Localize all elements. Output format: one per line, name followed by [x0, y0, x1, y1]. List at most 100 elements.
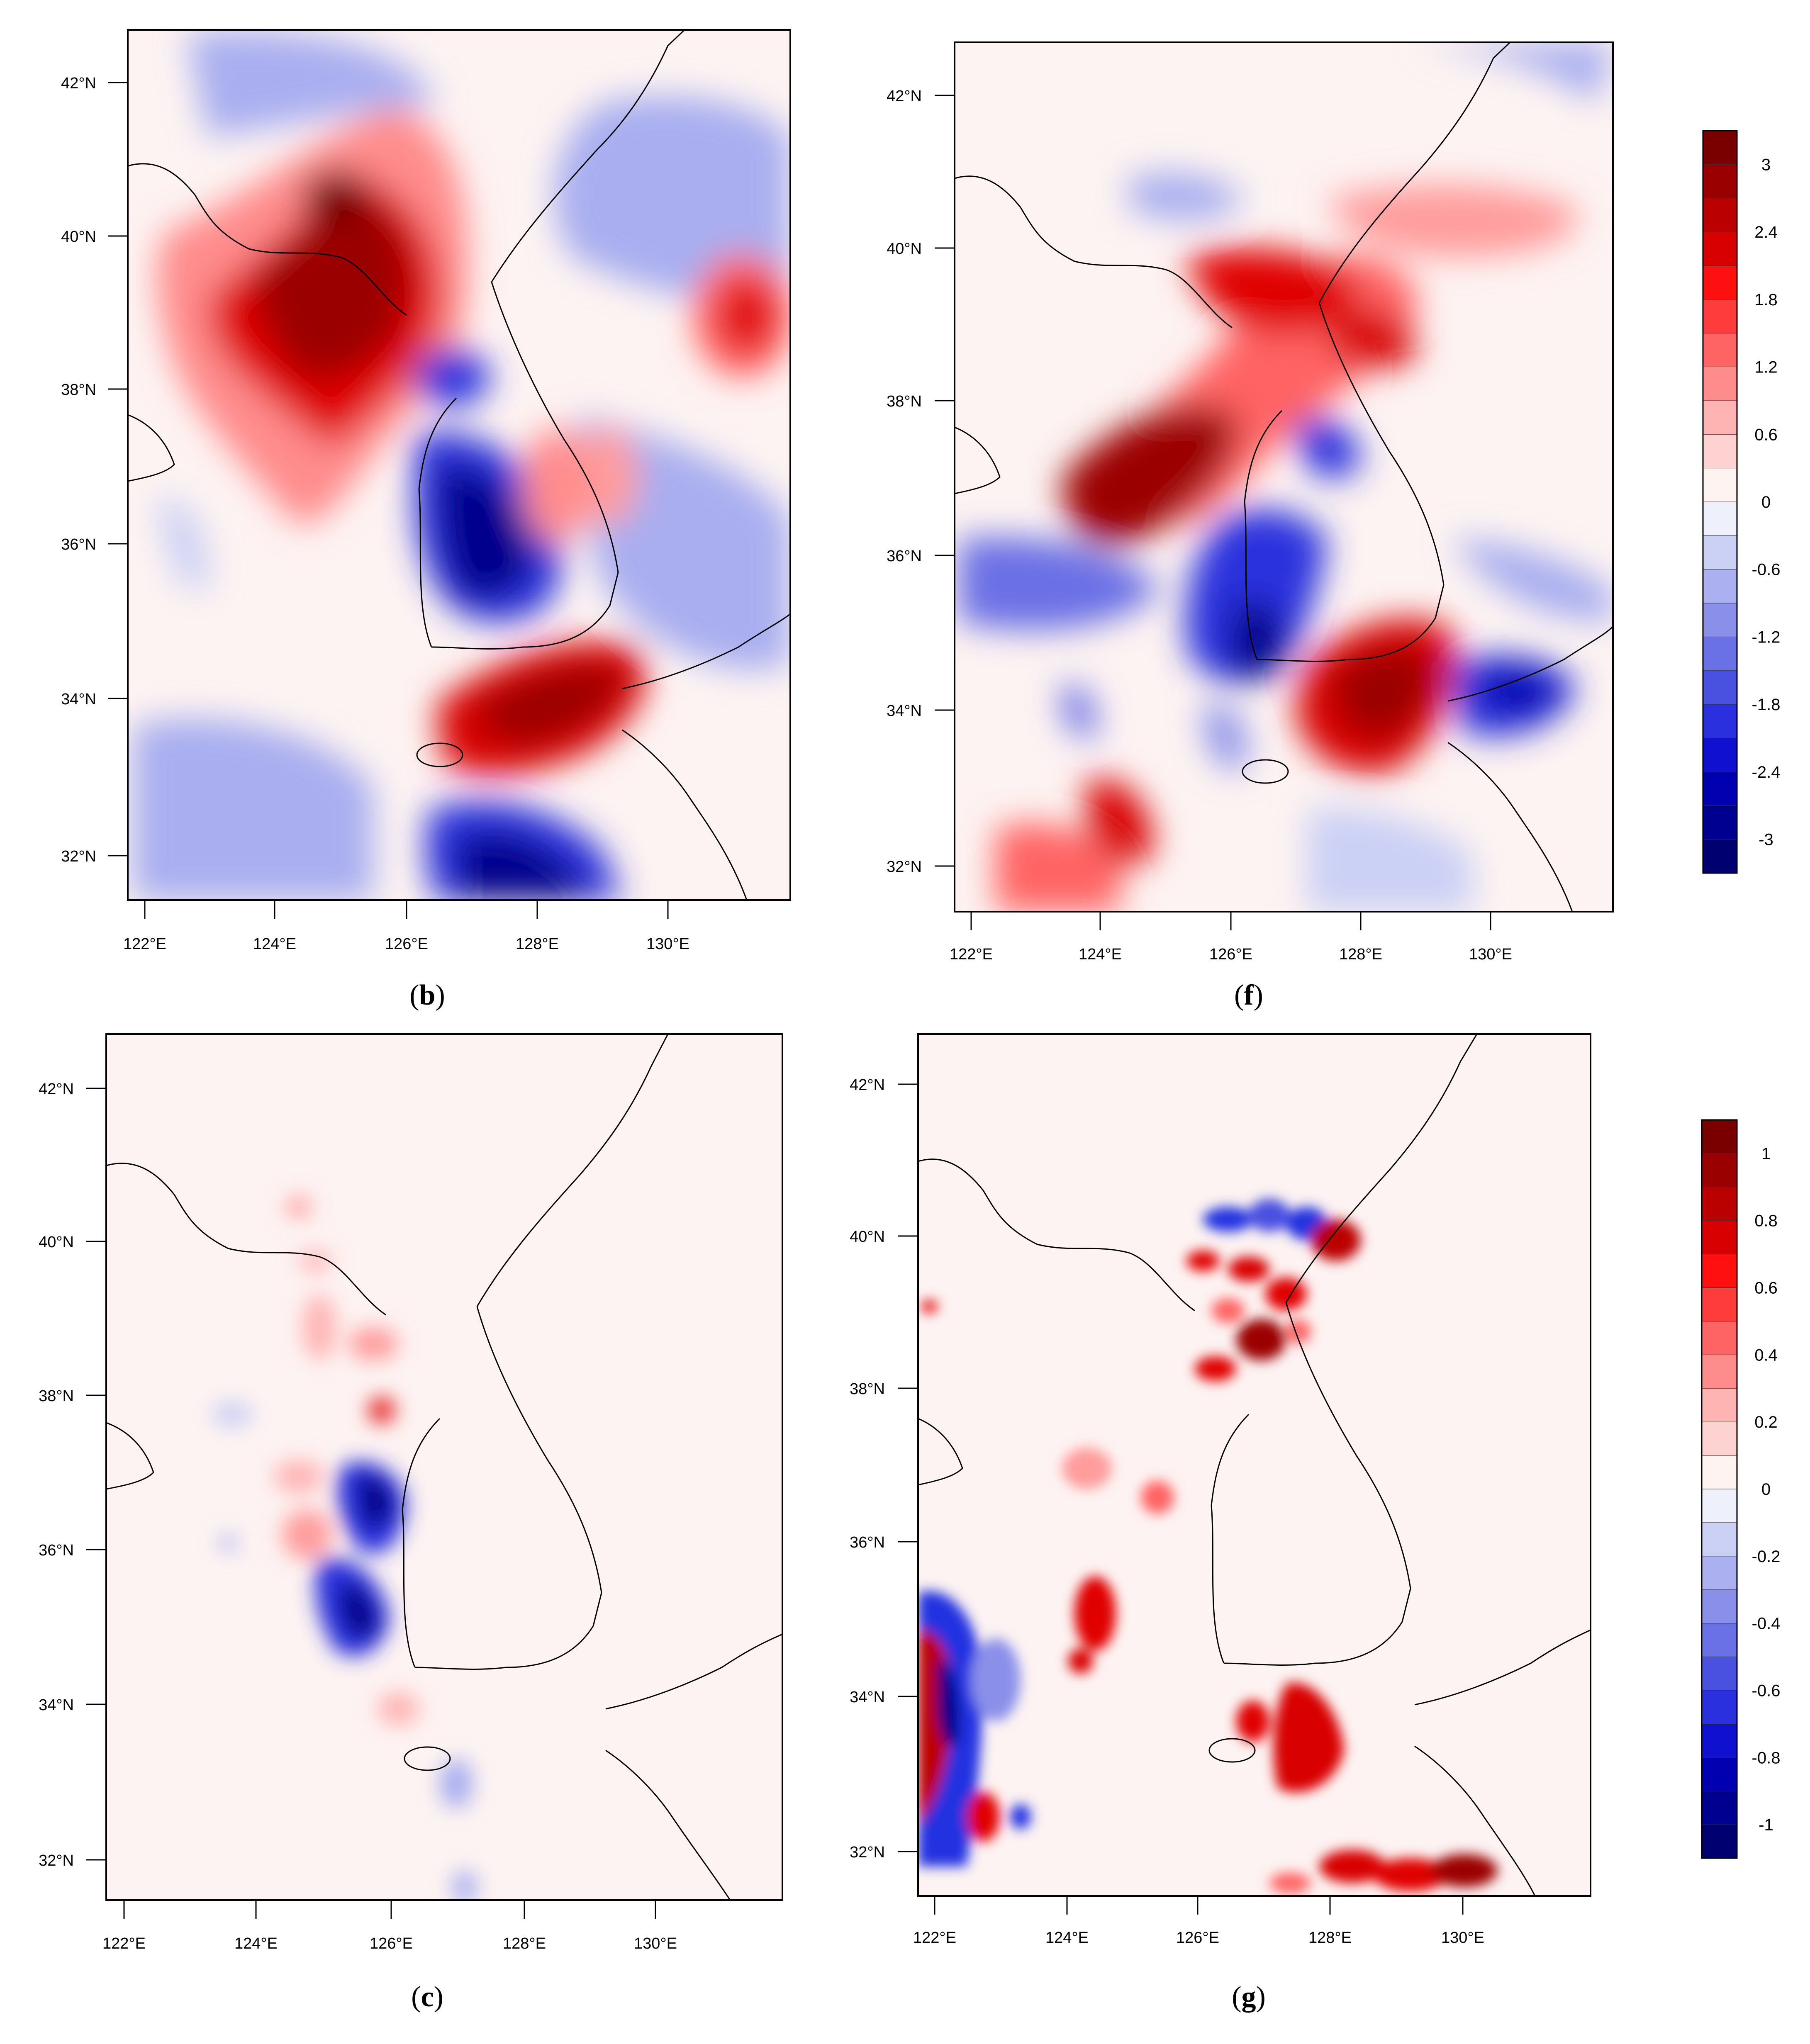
colorbar-swatch — [1703, 670, 1737, 705]
panel-g-lat-axis: 42°N 40°N 38°N 36°N 34°N 32°N — [850, 1076, 918, 1861]
panel-f-lon-axis: 122°E 124°E 126°E 128°E 130°E — [950, 912, 1512, 963]
colorbar-swatch — [1703, 400, 1737, 435]
colorbar-swatch — [1701, 1489, 1737, 1523]
panel-b: 42°N 40°N 38°N 36°N 34°N 32°N 122°E 124°… — [61, 29, 791, 953]
panel-f-lat-axis: 42°N 40°N 38°N 36°N 34°N 32°N — [887, 88, 955, 876]
colorbar-swatch — [1701, 1187, 1737, 1221]
lon-tick-label: 126°E — [370, 1935, 413, 1952]
lon-tick-label: 130°E — [1469, 946, 1512, 963]
colorbar-swatch — [1703, 738, 1737, 772]
panel-g-lon-axis: 122°E 124°E 126°E 128°E 130°E — [913, 1896, 1484, 1947]
lat-tick-label: 38°N — [39, 1387, 74, 1405]
lat-tick-label: 40°N — [61, 228, 96, 246]
panel-c-field — [106, 1034, 782, 1900]
lat-tick-label: 40°N — [887, 240, 922, 258]
colorbar-swatch — [1703, 636, 1737, 671]
colorbar-swatch — [1703, 164, 1737, 199]
colorbar-tick-label: 1 — [1761, 1145, 1771, 1163]
colorbar-tick-label: -0.6 — [1752, 561, 1781, 579]
panel-g-field — [918, 1034, 1591, 1896]
colorbar-swatch — [1701, 1824, 1737, 1859]
colorbar-swatch — [1701, 1287, 1737, 1322]
colorbar-swatch — [1703, 771, 1737, 806]
colorbar-tick-label: 0.6 — [1754, 1279, 1778, 1297]
lat-tick-label: 42°N — [887, 88, 922, 105]
colorbar-swatch — [1701, 1791, 1737, 1825]
colorbar-top: 3 2.4 1.8 1.2 0.6 0 -0.6 -1.2 -1.8 -2.4 -3 — [1702, 130, 1781, 874]
lat-tick-label: 38°N — [850, 1380, 885, 1398]
colorbar-tick-label: 3 — [1761, 156, 1771, 174]
lat-tick-label: 42°N — [850, 1076, 885, 1094]
lon-tick-label: 124°E — [253, 935, 296, 953]
colorbar-swatch — [1703, 535, 1737, 570]
colorbar-swatch — [1701, 1254, 1737, 1288]
colorbar-tick-label: 0.6 — [1754, 426, 1778, 444]
colorbar-swatch — [1701, 1690, 1737, 1725]
lon-tick-label: 126°E — [1176, 1929, 1219, 1947]
colorbar-swatch — [1703, 299, 1737, 334]
lat-tick-label: 38°N — [887, 393, 922, 410]
colorbar-swatch — [1701, 1723, 1737, 1758]
colorbar-swatch — [1701, 1321, 1737, 1355]
panel-g: 42°N 40°N 38°N 36°N 34°N 32°N 122°E 124°… — [850, 1033, 1591, 1947]
lon-tick-label: 130°E — [646, 935, 689, 953]
colorbar-tick-label: 1.2 — [1754, 358, 1778, 377]
panel-label-f: (f) — [1234, 979, 1263, 1011]
colorbar-swatch — [1703, 805, 1737, 840]
colorbar-swatch — [1701, 1757, 1737, 1792]
lat-tick-label: 42°N — [61, 75, 96, 92]
colorbar-swatch — [1701, 1455, 1737, 1489]
lat-tick-label: 32°N — [39, 1852, 74, 1869]
panel-b-frame — [127, 29, 791, 901]
panel-c-frame — [105, 1033, 783, 1901]
colorbar-swatch — [1703, 603, 1737, 638]
colorbar-swatch — [1701, 1388, 1737, 1423]
colorbar-tick-label: -3 — [1759, 831, 1773, 849]
colorbar-swatch — [1703, 367, 1737, 401]
lon-tick-label: 126°E — [385, 935, 428, 953]
colorbar-swatch — [1703, 839, 1737, 874]
colorbar-swatch — [1701, 1220, 1737, 1255]
lon-tick-label: 122°E — [123, 935, 166, 953]
colorbar-tick-label: 0.4 — [1754, 1346, 1778, 1364]
panel-label-c: (c) — [411, 1981, 443, 2013]
colorbar-swatch — [1701, 1657, 1737, 1691]
lon-tick-label: 124°E — [1079, 946, 1122, 963]
panel-c: 42°N 40°N 38°N 36°N 34°N 32°N 122°E 124°… — [39, 1033, 783, 1952]
colorbar-swatch — [1701, 1119, 1737, 1154]
lat-tick-label: 34°N — [850, 1689, 885, 1706]
lon-tick-label: 122°E — [913, 1929, 956, 1947]
colorbar-swatch — [1703, 198, 1737, 233]
lat-tick-label: 32°N — [850, 1844, 885, 1861]
colorbar-swatch — [1703, 130, 1737, 165]
lat-tick-label: 42°N — [39, 1080, 74, 1098]
colorbar-swatch — [1703, 704, 1737, 739]
panel-b-lat-axis: 42°N 40°N 38°N 36°N 34°N 32°N — [61, 75, 128, 865]
lon-tick-label: 124°E — [1045, 1929, 1089, 1947]
lon-tick-label: 122°E — [102, 1935, 146, 1952]
colorbar-tick-label: 0.2 — [1754, 1413, 1778, 1431]
colorbar-swatch — [1701, 1153, 1737, 1187]
lat-tick-label: 36°N — [61, 536, 96, 553]
lat-tick-label: 34°N — [887, 702, 922, 720]
colorbar-swatch — [1701, 1589, 1737, 1624]
colorbar-tick-label: -0.6 — [1752, 1681, 1781, 1700]
lon-tick-label: 128°E — [503, 1935, 546, 1952]
colorbar-swatch — [1703, 333, 1737, 367]
lat-tick-label: 40°N — [39, 1234, 74, 1251]
panel-g-frame — [917, 1033, 1591, 1897]
panel-c-coastlines — [106, 1034, 782, 1900]
colorbar-swatch — [1703, 231, 1737, 266]
colorbar-tick-label: 1.8 — [1754, 291, 1778, 309]
lat-tick-label: 36°N — [39, 1542, 74, 1559]
lat-tick-label: 38°N — [61, 381, 96, 399]
colorbar-swatch — [1703, 468, 1737, 502]
lat-tick-label: 34°N — [61, 691, 96, 708]
lat-tick-label: 36°N — [887, 548, 922, 565]
lat-tick-label: 40°N — [850, 1228, 885, 1246]
colorbar-swatch — [1703, 434, 1737, 469]
panel-c-lat-axis: 42°N 40°N 38°N 36°N 34°N 32°N — [39, 1080, 106, 1869]
colorbar-swatch — [1703, 265, 1737, 300]
colorbar-tick-label: -0.4 — [1752, 1615, 1781, 1633]
